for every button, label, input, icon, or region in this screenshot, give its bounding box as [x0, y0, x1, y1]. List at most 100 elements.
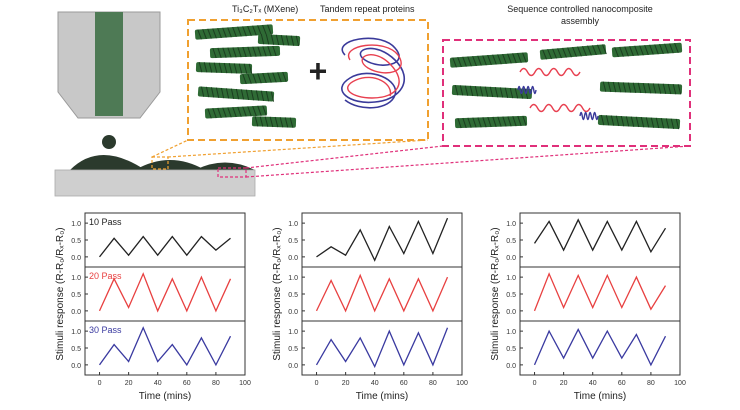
chart-panel-right: Stimuli response (R-R₀/Rₓ-R₀) 0.0 0.5 1.0 0.…	[490, 212, 686, 402]
charts: Stimuli response (R-R₀/Rₓ-R₀) 0.0 0.5 1.0 10…	[55, 212, 686, 402]
x-tick-label: 60	[183, 380, 191, 387]
mxene-label: Ti₃C₂Tₓ (MXene)	[232, 4, 299, 14]
x-tick-label: 20	[342, 380, 350, 387]
series-line-2	[98, 326, 232, 367]
y-tick-label: 0.0	[288, 363, 298, 370]
x-tick-label: 40	[371, 380, 379, 387]
plus-sign: +	[309, 53, 328, 89]
y-axis-label: Stimuli response (R-R₀/Rₓ-R₀)	[55, 227, 66, 360]
x-tick-label: 60	[400, 380, 408, 387]
nanocomposite-flakes	[449, 42, 683, 130]
mxene-flakes	[194, 24, 301, 128]
protein-label: Tandem repeat proteins	[320, 4, 415, 14]
x-tick-label: 20	[560, 380, 568, 387]
subplot-frame	[519, 212, 681, 268]
series-label: 30 Pass	[89, 325, 122, 335]
protein-springs	[517, 67, 599, 121]
mxene-flake	[454, 115, 528, 129]
mxene-flake	[204, 105, 268, 119]
y-tick-label: 0.5	[506, 238, 516, 245]
series-line-1	[315, 273, 449, 313]
x-tick-label: 0	[98, 380, 102, 387]
y-tick-label: 0.0	[288, 255, 298, 262]
mxene-flake	[597, 114, 681, 130]
protein-spring	[529, 103, 591, 113]
series-line-2	[315, 327, 449, 369]
mxene-flake	[251, 116, 297, 128]
mxene-flake	[209, 45, 281, 59]
y-tick-label: 1.0	[288, 275, 298, 282]
y-tick-label: 0.0	[71, 309, 81, 316]
y-tick-label: 0.0	[506, 309, 516, 316]
tandem-protein-coil	[341, 37, 406, 109]
y-tick-label: 0.5	[71, 238, 81, 245]
y-axis-label: Stimuli response (R-R₀/Rₓ-R₀)	[490, 227, 501, 360]
x-tick-label: 100	[674, 380, 686, 387]
mxene-flake	[194, 24, 274, 40]
series-line-0	[316, 217, 449, 262]
mxene-flake	[611, 42, 683, 58]
chart-panel-middle: Stimuli response (R-R₀/Rₓ-R₀) 0.0 0.5 1.0 0.…	[272, 212, 468, 402]
mxene-flake	[239, 71, 289, 85]
y-tick-label: 1.0	[71, 329, 81, 336]
series-line-1	[533, 272, 667, 312]
x-axis-label: Time (mins)	[356, 391, 408, 402]
x-tick-label: 40	[154, 380, 162, 387]
y-tick-label: 0.5	[288, 346, 298, 353]
y-tick-label: 0.0	[71, 363, 81, 370]
mxene-flake	[599, 81, 683, 95]
protein-spring	[519, 67, 581, 77]
y-tick-label: 0.5	[288, 292, 298, 299]
x-tick-label: 80	[212, 380, 220, 387]
chart-panel-left: Stimuli response (R-R₀/Rₓ-R₀) 0.0 0.5 1.0 10…	[55, 212, 251, 402]
x-tick-label: 40	[589, 380, 597, 387]
x-axis-label: Time (mins)	[139, 391, 191, 402]
y-tick-label: 0.5	[506, 346, 516, 353]
y-tick-label: 0.0	[288, 309, 298, 316]
y-tick-label: 1.0	[71, 275, 81, 282]
x-tick-label: 60	[618, 380, 626, 387]
protein-spring	[579, 111, 599, 121]
y-tick-label: 0.5	[71, 292, 81, 299]
series-label: 10 Pass	[89, 217, 122, 227]
y-tick-label: 0.0	[71, 255, 81, 262]
y-tick-label: 1.0	[506, 329, 516, 336]
nanocomposite-label-line1: Sequence controlled nanocomposite	[507, 4, 653, 14]
nanocomposite-box	[442, 39, 691, 147]
y-tick-label: 0.5	[506, 292, 516, 299]
y-tick-label: 1.0	[71, 221, 81, 228]
protein-spring	[517, 85, 537, 95]
substrate	[54, 155, 256, 197]
x-tick-label: 100	[456, 380, 468, 387]
y-tick-label: 0.5	[71, 346, 81, 353]
x-tick-label: 80	[647, 380, 655, 387]
y-axis-label: Stimuli response (R-R₀/Rₓ-R₀)	[272, 227, 283, 360]
mxene-flake	[195, 62, 253, 75]
y-tick-label: 1.0	[506, 221, 516, 228]
subplot-frame	[519, 320, 681, 376]
mxene-flake	[197, 86, 275, 102]
series-line-2	[533, 327, 667, 367]
x-tick-label: 80	[429, 380, 437, 387]
mxene-flake	[449, 52, 529, 68]
zoom-box-orange	[151, 156, 169, 170]
y-tick-label: 1.0	[506, 275, 516, 282]
x-axis-label: Time (mins)	[574, 391, 626, 402]
zoom-leader-lines	[151, 139, 691, 178]
y-tick-label: 1.0	[288, 221, 298, 228]
x-tick-label: 0	[533, 380, 537, 387]
x-tick-label: 100	[239, 380, 251, 387]
series-line-0	[533, 218, 667, 254]
nanocomposite-label-line2: assembly	[560, 16, 599, 26]
mxene-protein-box	[187, 19, 429, 141]
series-label: 20 Pass	[89, 271, 122, 281]
series-line-0	[98, 235, 231, 258]
mxene-flake	[539, 44, 607, 60]
y-tick-label: 0.5	[288, 238, 298, 245]
printer-nozzle	[57, 11, 161, 149]
y-tick-label: 0.0	[506, 255, 516, 262]
series-line-1	[98, 272, 232, 313]
ink-droplet	[102, 135, 116, 149]
y-tick-label: 1.0	[288, 329, 298, 336]
